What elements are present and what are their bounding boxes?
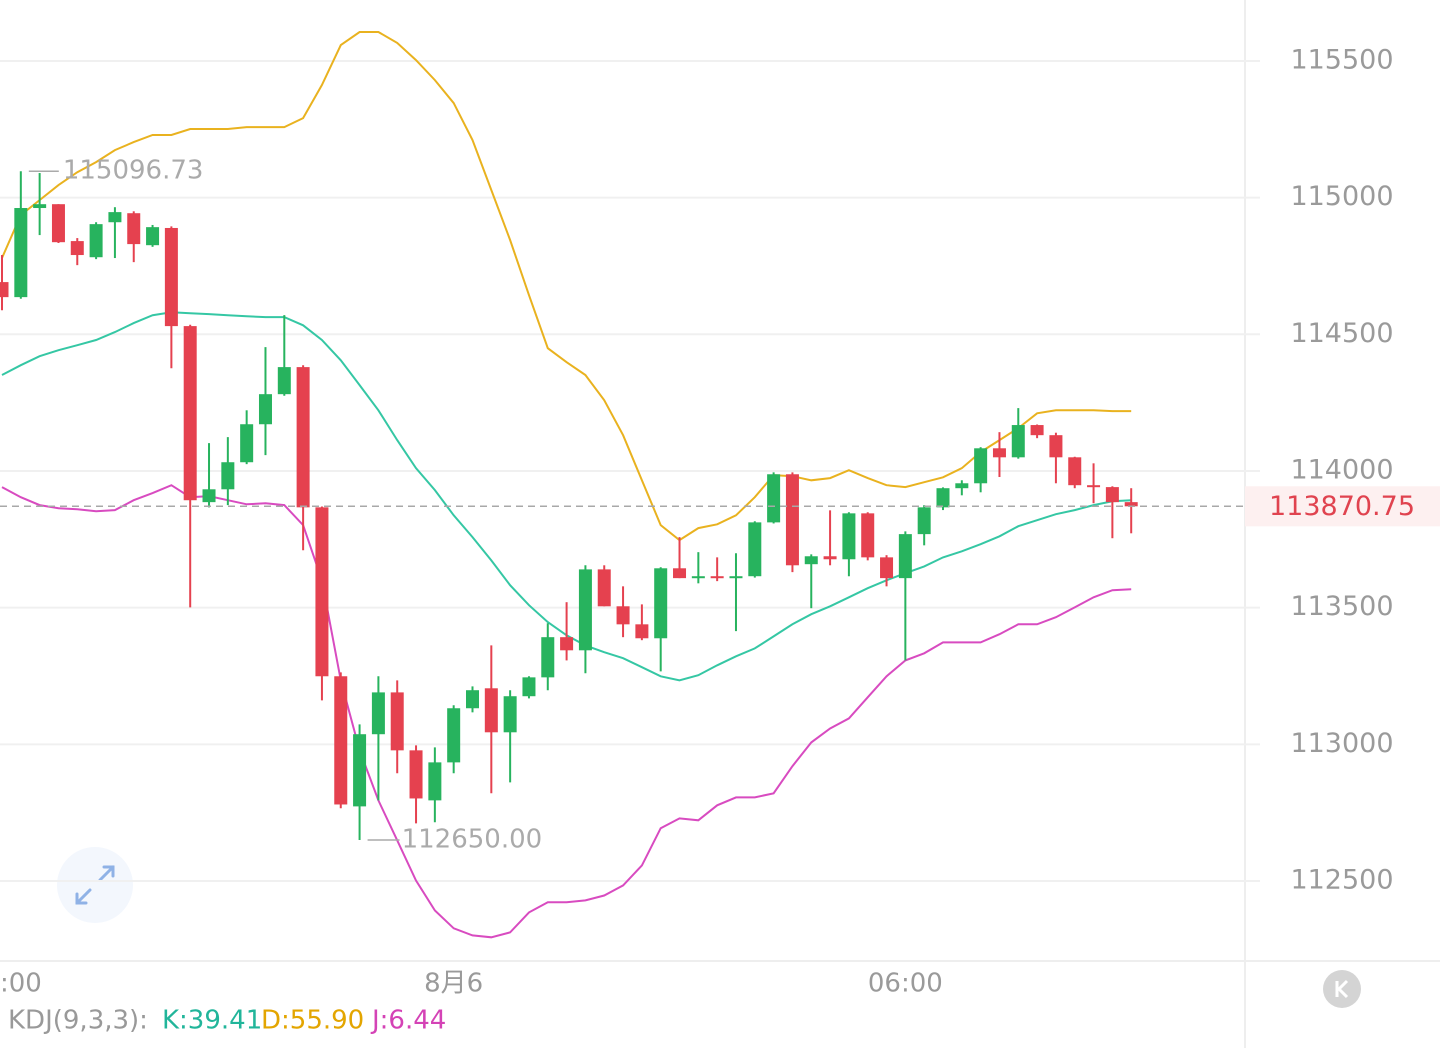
candle-body [240, 424, 254, 463]
candle-body [880, 557, 894, 579]
candle-body [258, 394, 272, 425]
candle-body [673, 568, 687, 579]
candle-body [560, 637, 574, 651]
candle-body [14, 208, 28, 298]
candle-body [861, 513, 875, 558]
candle-body [466, 690, 479, 709]
candle-body [108, 212, 122, 223]
candle-body [353, 734, 367, 807]
candle-body [202, 489, 216, 503]
candle-body [597, 569, 611, 607]
candle-body [33, 204, 47, 209]
candle-body [1011, 425, 1025, 458]
candle-body [70, 241, 84, 256]
candle-body [89, 224, 103, 258]
k-circle [1323, 970, 1361, 1008]
candle-body [183, 326, 197, 501]
candle-body [936, 488, 950, 508]
candle-body [277, 367, 291, 395]
candle-body [0, 282, 9, 298]
candle-body [296, 367, 310, 508]
expand-icon [75, 865, 115, 905]
y-tick-label: 113500 [1290, 591, 1393, 622]
candle-body [785, 474, 799, 566]
candle-body [522, 677, 536, 697]
x-tick-label: :00 [0, 969, 42, 999]
candle-body [635, 624, 649, 639]
high-label: 115096.73 [63, 156, 204, 186]
candle-body [578, 569, 592, 651]
indicator-value: K:39.41 [162, 1006, 262, 1036]
candle-body [503, 696, 517, 733]
candle-body [917, 507, 931, 535]
expand-button[interactable] [57, 847, 133, 923]
y-tick-label: 114500 [1290, 318, 1393, 349]
x-tick-label: 8月6 [424, 969, 483, 999]
y-tick-label: 113000 [1290, 728, 1393, 759]
candle-body [447, 708, 461, 763]
y-tick-label: 115000 [1290, 181, 1393, 212]
candle-body [767, 474, 781, 523]
candle-body [541, 637, 555, 678]
candle-body [748, 522, 762, 577]
candle-body [955, 483, 969, 489]
plot: 115500 115000 114500 114000 113500 113000 1125… [0, 31, 1440, 999]
y-tick-label: 112500 [1290, 865, 1393, 896]
candle-body [221, 462, 235, 490]
candle-body [315, 507, 329, 677]
candle-body [616, 606, 630, 625]
candle-body [164, 227, 178, 327]
candle-body [729, 576, 743, 579]
candle-body [409, 750, 423, 799]
candle-body [1105, 487, 1119, 503]
y-tick-label: 115500 [1290, 44, 1393, 75]
candle-body [1049, 435, 1063, 458]
candle-body [127, 213, 141, 245]
candle-body [484, 688, 498, 733]
x-tick-label: 06:00 [868, 969, 943, 999]
candle-body [371, 692, 385, 735]
candle-body [334, 676, 348, 805]
candle-body [898, 534, 912, 579]
last-price-label: 113870.75 [1269, 491, 1415, 522]
candle-body [654, 568, 668, 639]
last-price-box [1245, 486, 1440, 527]
indicator-value: D:55.90 [261, 1006, 364, 1036]
candle-body [1087, 485, 1101, 488]
candle-body [974, 448, 988, 484]
candle-body [146, 227, 160, 246]
candle-body [428, 762, 442, 801]
expand-circle [57, 847, 133, 923]
candle-body [390, 692, 404, 751]
band-line [1, 31, 1132, 542]
k-button[interactable] [1323, 970, 1361, 1008]
candle-body [691, 576, 705, 579]
candle-body [992, 448, 1006, 458]
y-tick-label: 114000 [1290, 454, 1393, 485]
candle-body [1068, 457, 1082, 486]
indicator-value: J:6.44 [370, 1006, 446, 1036]
indicator-name: KDJ(9,3,3): [8, 1006, 148, 1036]
low-label: 112650.00 [402, 825, 543, 855]
candle-body [823, 556, 837, 560]
candle-body [51, 204, 65, 243]
candle-body [710, 576, 724, 579]
candle-body [842, 513, 856, 560]
k-icon [1335, 979, 1349, 999]
candle-body [1030, 425, 1044, 436]
candle-body [1124, 502, 1138, 507]
candle-body [804, 556, 818, 565]
